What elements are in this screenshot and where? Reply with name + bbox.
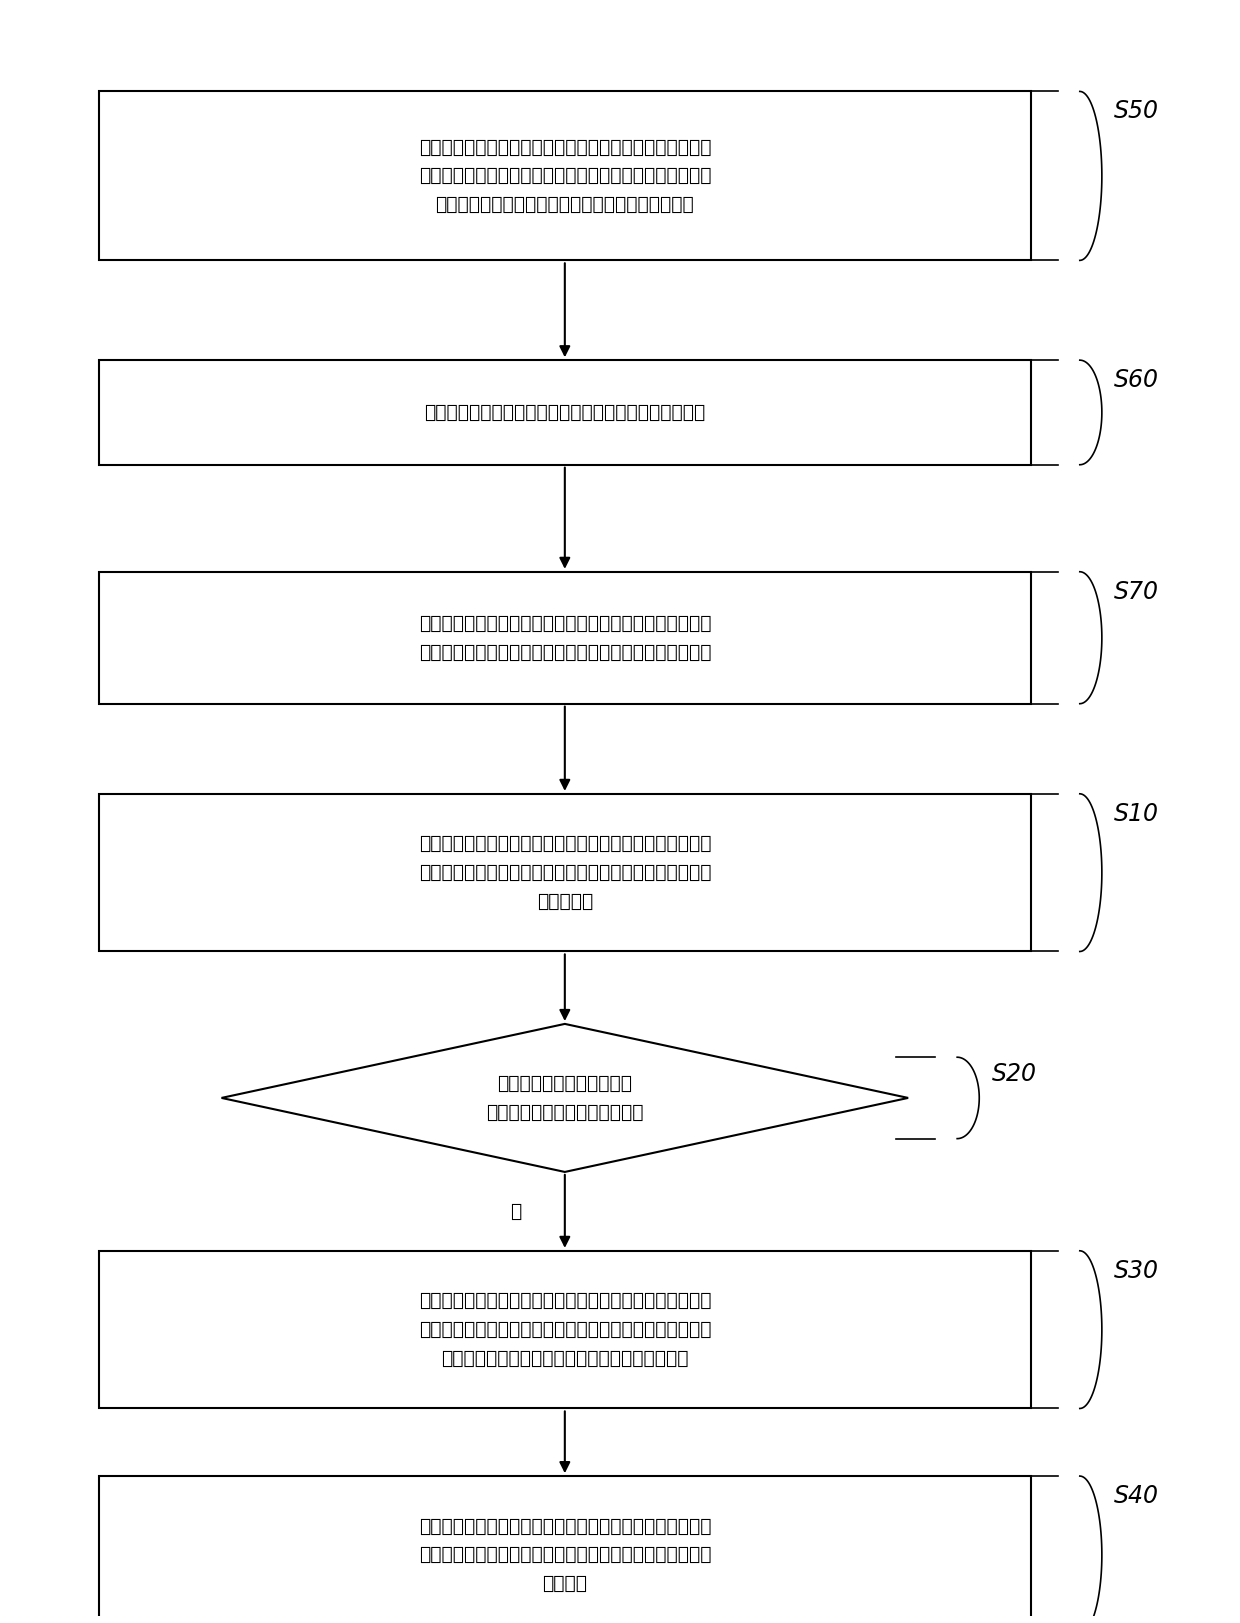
Text: 是: 是 (510, 1203, 521, 1220)
FancyBboxPatch shape (99, 1475, 1030, 1623)
Text: S40: S40 (1114, 1483, 1159, 1508)
FancyBboxPatch shape (99, 571, 1030, 704)
Text: 判断所述电子书应用的后台
数据库中是否存在所述身份信息: 判断所述电子书应用的后台 数据库中是否存在所述身份信息 (486, 1074, 644, 1121)
Text: 当侦测到移动终端安装的电子书应用被使用时，获取使用所
述电子书应用的用户的身份信息，所述身份信息用于唯一标
识所述用户: 当侦测到移动终端安装的电子书应用被使用时，获取使用所 述电子书应用的用户的身份信… (419, 834, 711, 911)
Text: S60: S60 (1114, 368, 1159, 393)
Text: 获取预先保存的与所述身份信息对应的电子书和基于所述电
子书的喜爱程度，所述基于所述电子书的喜爱程度通过预先
采集用户阅读所述电子书时的面部表情信息而得到: 获取预先保存的与所述身份信息对应的电子书和基于所述电 子书的喜爱程度，所述基于所… (419, 1292, 711, 1368)
Text: S10: S10 (1114, 802, 1159, 826)
FancyBboxPatch shape (99, 794, 1030, 951)
Text: S20: S20 (992, 1061, 1037, 1086)
Polygon shape (222, 1024, 908, 1172)
FancyBboxPatch shape (99, 360, 1030, 464)
Text: 根据所述电子书和基于所述电子书的喜爱程度，获取推荐的
目标电子书，将所述目标电子书显示在所述电子书应用的推
荐页面中: 根据所述电子书和基于所述电子书的喜爱程度，获取推荐的 目标电子书，将所述目标电子… (419, 1516, 711, 1594)
Text: 将确定的所述喜爱程度、所述电子书及阅读所述电子书的用
户的身份信息关联后保存至所述电子书应用的后台数据库中: 将确定的所述喜爱程度、所述电子书及阅读所述电子书的用 户的身份信息关联后保存至所… (419, 613, 711, 662)
Text: 当侦测到移动终端用户通过电子书应用阅读某一电子书时，
获取阅读所述电子书的用户的身份信息，同时，调用移动终
端摄像头采集用户阅读所述电子书时的面部表情信息: 当侦测到移动终端用户通过电子书应用阅读某一电子书时， 获取阅读所述电子书的用户的… (419, 138, 711, 214)
Text: 根据所述面部表情信息确定用户对所述电子书的喜爱程度: 根据所述面部表情信息确定用户对所述电子书的喜爱程度 (424, 403, 706, 422)
FancyBboxPatch shape (99, 1251, 1030, 1409)
Text: S50: S50 (1114, 99, 1159, 123)
FancyBboxPatch shape (99, 91, 1030, 260)
Text: S70: S70 (1114, 579, 1159, 604)
Text: S30: S30 (1114, 1259, 1159, 1282)
